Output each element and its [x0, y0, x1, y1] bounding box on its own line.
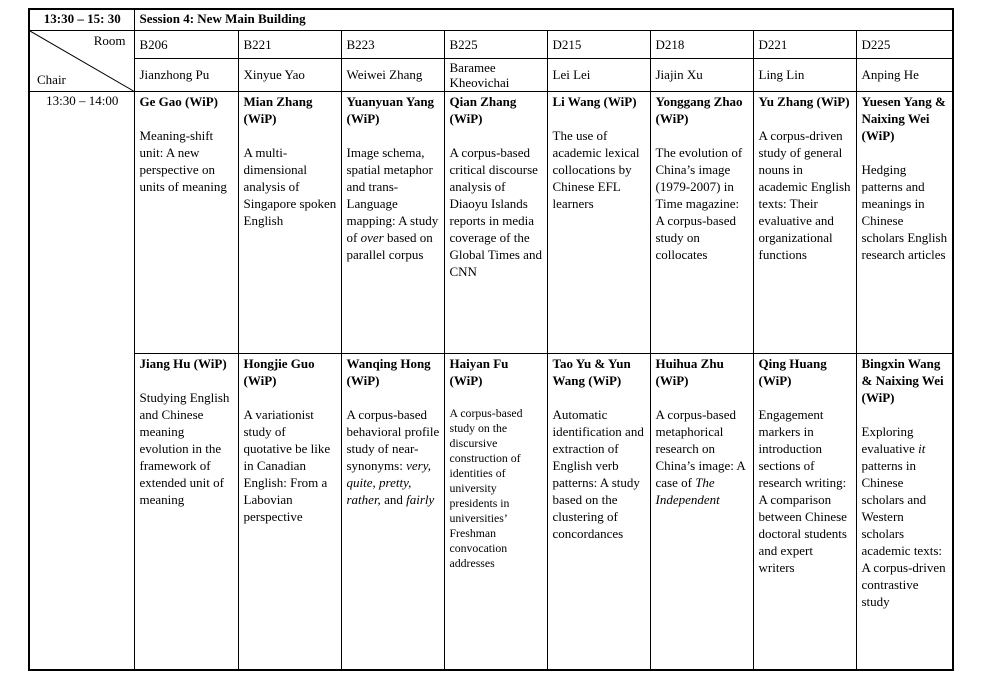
presentation-authors: Wanqing Hong (WiP) — [346, 355, 431, 388]
presentation-cell: Bingxin Wang & Naixing Wei (WiP) Explori… — [855, 352, 954, 671]
presentation-cell: Yuanyuan Yang (WiP) Image schema, spatia… — [340, 90, 445, 354]
presentation-authors: Hongjie Guo (WiP) — [243, 355, 315, 388]
session-time-range: 13:30 – 15: 30 — [28, 8, 135, 31]
presentation-authors: Yuanyuan Yang (WiP) — [346, 93, 435, 126]
presentation-cell: Li Wang (WiP) The use of academic lexica… — [546, 90, 651, 354]
presentation-cell: Tao Yu & Yun Wang (WiP) Automatic identi… — [546, 352, 651, 671]
presentation-title: Image schema, spatial metaphor and trans… — [346, 144, 439, 262]
presentation-authors: Li Wang (WiP) — [552, 93, 637, 109]
chair-name: Lei Lei — [546, 57, 651, 92]
presentation-cell: Qian Zhang (WiP) A corpus-based critical… — [443, 90, 548, 354]
room-header-d218: D218 — [649, 29, 754, 59]
chair-name: Jiajin Xu — [649, 57, 754, 92]
presentation-cell: Mian Zhang (WiP) A multi-dimensional ana… — [237, 90, 342, 354]
presentation-authors: Bingxin Wang & Naixing Wei (WiP) — [861, 355, 944, 405]
chair-name: Baramee Kheovichai — [443, 57, 548, 92]
presentation-title: Meaning-shift unit: A new perspective on… — [139, 127, 227, 194]
room-chair-corner: Room Chair — [28, 29, 135, 92]
presentation-cell: Yonggang Zhao (WiP) The evolution of Chi… — [649, 90, 754, 354]
presentation-authors: Huihua Zhu (WiP) — [655, 355, 724, 388]
presentation-title: A corpus-based metaphorical research on … — [655, 406, 746, 507]
presentation-title: A corpus-based study on the discursive c… — [449, 405, 523, 570]
room-header-b223: B223 — [340, 29, 445, 59]
chair-name: Ling Lin — [752, 57, 857, 92]
chair-name: Xinyue Yao — [237, 57, 342, 92]
presentation-title: Engagement markers in introduction secti… — [758, 406, 847, 575]
room-header-d215: D215 — [546, 29, 651, 59]
presentation-cell: Hongjie Guo (WiP) A variationist study o… — [237, 352, 342, 671]
room-label: Room — [93, 32, 126, 48]
presentation-authors: Qing Huang (WiP) — [758, 355, 827, 388]
presentation-title: Exploring evaluative it patterns in Chin… — [861, 423, 946, 609]
presentation-authors: Yonggang Zhao (WiP) — [655, 93, 743, 126]
presentation-cell: Yu Zhang (WiP) A corpus-driven study of … — [752, 90, 857, 354]
chair-name: Anping He — [855, 57, 954, 92]
presentation-authors: Haiyan Fu (WiP) — [449, 355, 509, 388]
room-header-b225: B225 — [443, 29, 548, 59]
presentation-title: A multi-dimensional analysis of Singapor… — [243, 144, 337, 228]
presentation-cell: Huihua Zhu (WiP) A corpus-based metaphor… — [649, 352, 754, 671]
presentation-title: The evolution of China’s image (1979-200… — [655, 144, 743, 262]
presentation-title: A corpus-based critical discourse analys… — [449, 144, 542, 279]
presentation-cell: Yuesen Yang & Naixing Wei (WiP) Hedging … — [855, 90, 954, 354]
presentation-title: Automatic identification and extraction … — [552, 406, 644, 541]
chair-name: Jianzhong Pu — [133, 57, 239, 92]
session-schedule-table: 13:30 – 15: 30 Session 4: New Main Build… — [28, 8, 955, 671]
time-slot: 13:30 – 14:00 — [28, 90, 135, 671]
chair-label: Chair — [37, 71, 66, 87]
room-header-b206: B206 — [133, 29, 239, 59]
presentation-cell: Ge Gao (WiP) Meaning-shift unit: A new p… — [133, 90, 239, 354]
session-title: Session 4: New Main Building — [133, 8, 954, 31]
presentation-cell: Qing Huang (WiP) Engagement markers in i… — [752, 352, 857, 671]
presentation-authors: Qian Zhang (WiP) — [449, 93, 517, 126]
presentation-authors: Ge Gao (WiP) — [139, 93, 218, 109]
presentation-title: A variationist study of quotative be lik… — [243, 406, 331, 524]
presentation-authors: Jiang Hu (WiP) — [139, 355, 227, 371]
presentation-cell: Wanqing Hong (WiP) A corpus-based behavi… — [340, 352, 445, 671]
presentation-title: A corpus-based behavioral profile study … — [346, 406, 440, 507]
room-header-d221: D221 — [752, 29, 857, 59]
presentation-authors: Yu Zhang (WiP) — [758, 93, 850, 109]
diagonal-divider-line — [30, 31, 134, 91]
room-header-d225: D225 — [855, 29, 954, 59]
presentation-authors: Tao Yu & Yun Wang (WiP) — [552, 355, 631, 388]
presentation-title: The use of academic lexical collocations… — [552, 127, 640, 211]
chair-name: Weiwei Zhang — [340, 57, 445, 92]
presentation-authors: Mian Zhang (WiP) — [243, 93, 313, 126]
presentation-authors: Yuesen Yang & Naixing Wei (WiP) — [861, 93, 946, 143]
presentation-title: Hedging patterns and meanings in Chinese… — [861, 161, 948, 262]
presentation-cell: Haiyan Fu (WiP) A corpus-based study on … — [443, 352, 548, 671]
presentation-title: A corpus-driven study of general nouns i… — [758, 127, 851, 262]
presentation-title: Studying English and Chinese meaning evo… — [139, 389, 230, 507]
room-header-b221: B221 — [237, 29, 342, 59]
presentation-cell: Jiang Hu (WiP) Studying English and Chin… — [133, 352, 239, 671]
